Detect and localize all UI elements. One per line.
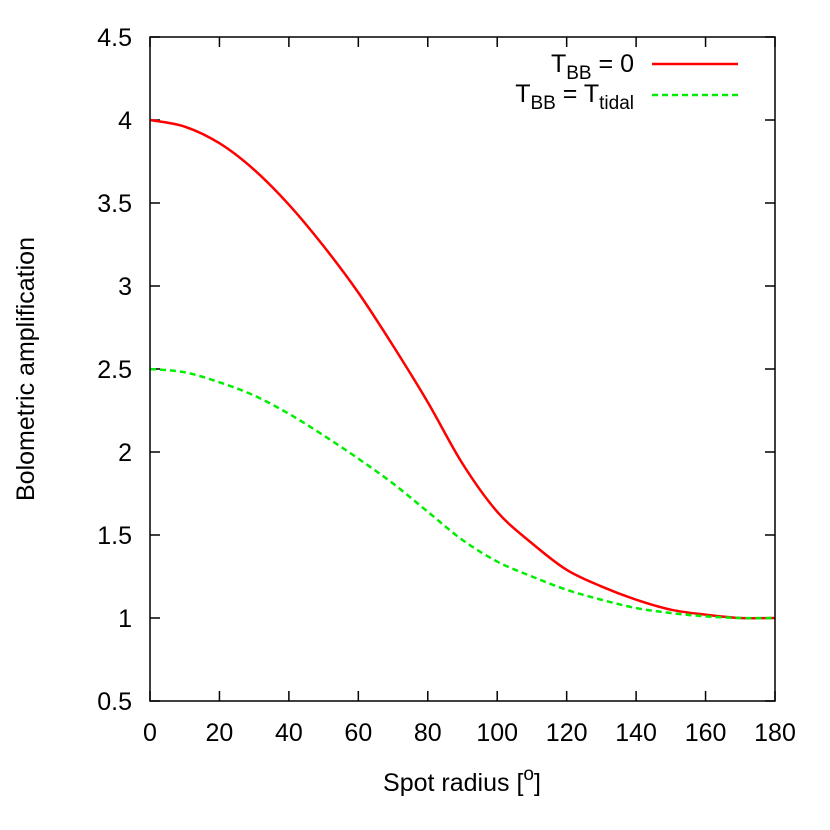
axis-ticks bbox=[149, 36, 776, 702]
legend: TBB = 0 TBB = Ttidal bbox=[515, 50, 738, 114]
y-tick-label: 2 bbox=[118, 439, 132, 467]
y-tick-label: 4 bbox=[118, 107, 132, 135]
y-axis-label: Bolometric amplification bbox=[12, 237, 40, 501]
tick-labels: 0 20 40 60 80 100 120 140 160 180 0.5 1 1.5 2 2.5 3 3.5 4… bbox=[97, 24, 796, 747]
x-tick-label: 180 bbox=[754, 719, 796, 747]
x-tick-label: 0 bbox=[143, 719, 157, 747]
x-tick-label: 120 bbox=[546, 719, 588, 747]
plot-frame bbox=[149, 36, 776, 702]
series-group bbox=[149, 118, 776, 620]
x-tick-label: 20 bbox=[206, 719, 234, 747]
x-axis-label: Spot radius [o] bbox=[383, 764, 541, 797]
y-tick-label: 1.5 bbox=[97, 522, 132, 550]
x-tick-label: 60 bbox=[344, 719, 372, 747]
legend-label-0: TBB = 0 bbox=[551, 50, 634, 84]
y-tick-label: 3 bbox=[118, 273, 132, 301]
legend-label-1: TBB = Ttidal bbox=[515, 80, 634, 114]
x-tick-label: 160 bbox=[685, 719, 727, 747]
y-tick-label: 0.5 bbox=[97, 688, 132, 716]
series-line-1 bbox=[149, 367, 776, 620]
x-tick-label: 40 bbox=[275, 719, 303, 747]
x-tick-label: 80 bbox=[414, 719, 442, 747]
y-tick-label: 1 bbox=[118, 605, 132, 633]
y-tick-label: 4.5 bbox=[97, 24, 132, 52]
x-tick-label: 100 bbox=[476, 719, 518, 747]
y-tick-label: 3.5 bbox=[97, 190, 132, 218]
x-tick-label: 140 bbox=[615, 719, 657, 747]
y-tick-label: 2.5 bbox=[97, 356, 132, 384]
series-line-0 bbox=[149, 118, 776, 620]
